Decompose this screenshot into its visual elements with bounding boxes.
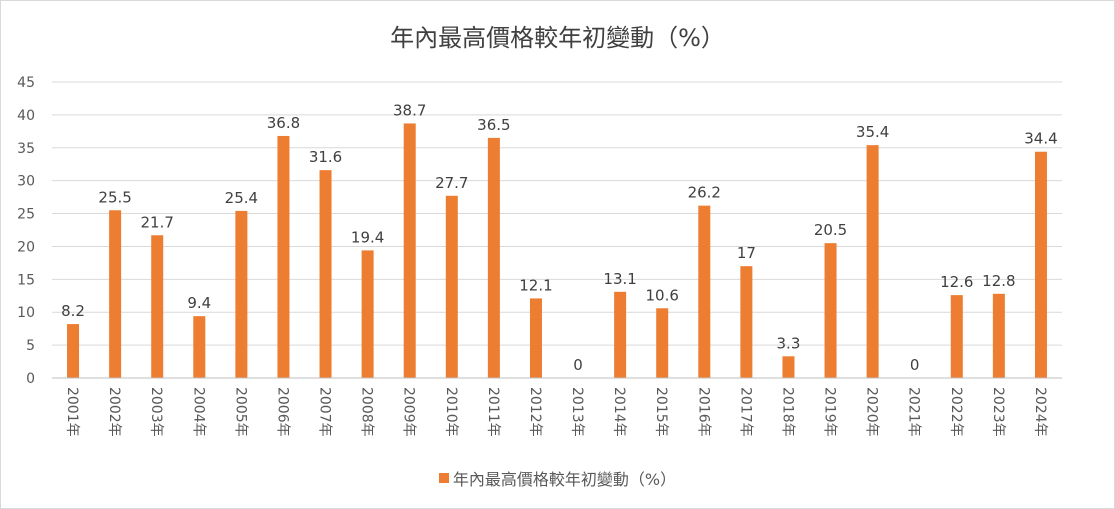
bar xyxy=(235,210,248,378)
bar xyxy=(992,293,1005,378)
data-label: 38.7 xyxy=(393,101,426,119)
x-tick-label: 2015年 xyxy=(653,387,669,437)
bar xyxy=(866,145,879,378)
data-label: 9.4 xyxy=(187,294,211,312)
y-tick-label: 35 xyxy=(17,141,35,157)
data-label: 12.6 xyxy=(940,273,973,291)
bar xyxy=(824,243,837,378)
x-tick-label: 2021年 xyxy=(906,387,922,437)
data-label: 17 xyxy=(737,244,756,262)
x-tick-label: 2020年 xyxy=(864,387,880,437)
y-tick-label: 0 xyxy=(26,371,35,387)
legend-label: 年內最高價格較年初變動（%） xyxy=(452,470,677,489)
data-label: 19.4 xyxy=(351,228,384,246)
bar xyxy=(950,295,963,378)
data-label: 36.8 xyxy=(267,114,300,132)
data-label: 8.2 xyxy=(61,302,85,320)
x-tick-label: 2005年 xyxy=(232,387,248,437)
x-tick-label: 2001年 xyxy=(64,387,80,437)
data-label: 35.4 xyxy=(856,123,889,141)
data-label: 12.8 xyxy=(982,272,1015,290)
x-tick-label: 2017年 xyxy=(737,387,753,437)
bar xyxy=(277,135,290,378)
data-label: 20.5 xyxy=(814,221,847,239)
y-tick-label: 30 xyxy=(17,174,35,190)
bar xyxy=(151,235,164,378)
x-tick-label: 2012年 xyxy=(527,387,543,437)
data-label: 10.6 xyxy=(646,286,679,304)
bar xyxy=(782,356,795,378)
legend-swatch xyxy=(438,473,449,483)
bar xyxy=(1034,151,1047,378)
bar xyxy=(109,210,122,378)
x-tick-label: 2003年 xyxy=(148,387,164,437)
y-tick-label: 20 xyxy=(17,239,35,255)
bar xyxy=(67,324,80,378)
data-label: 0 xyxy=(573,356,583,374)
y-tick-label: 25 xyxy=(17,207,35,223)
x-tick-label: 2018年 xyxy=(779,387,795,437)
data-label: 34.4 xyxy=(1024,130,1057,148)
x-tick-label: 2023年 xyxy=(990,387,1006,437)
x-tick-label: 2002年 xyxy=(106,387,122,437)
x-tick-label: 2016年 xyxy=(695,387,711,437)
bar xyxy=(445,195,458,378)
y-tick-label: 45 xyxy=(17,75,35,91)
y-tick-label: 40 xyxy=(17,108,35,124)
y-tick-label: 15 xyxy=(17,272,35,288)
x-tick-label: 2019年 xyxy=(822,387,838,437)
x-tick-label: 2014年 xyxy=(611,387,627,437)
data-label: 36.5 xyxy=(477,116,510,134)
data-label: 3.3 xyxy=(777,334,801,352)
data-label: 13.1 xyxy=(603,270,636,288)
x-tick-label: 2022年 xyxy=(948,387,964,437)
bar xyxy=(698,205,711,378)
bar xyxy=(740,266,753,378)
x-tick-label: 2006年 xyxy=(274,387,290,437)
x-tick-label: 2010年 xyxy=(443,387,459,437)
x-tick-label: 2024年 xyxy=(1032,387,1048,437)
data-label: 26.2 xyxy=(688,184,721,202)
legend: 年內最高價格較年初變動（%） xyxy=(0,466,1115,490)
bar xyxy=(614,291,627,378)
y-tick-label: 5 xyxy=(26,338,35,354)
bar xyxy=(193,316,206,378)
chart-title: 年內最高價格較年初變動（%） xyxy=(390,24,725,52)
x-tick-label: 2004年 xyxy=(190,387,206,437)
bar xyxy=(403,123,416,378)
x-tick-label: 2011年 xyxy=(485,387,501,437)
x-tick-label: 2009年 xyxy=(401,387,417,437)
data-label: 25.5 xyxy=(98,188,131,206)
x-tick-label: 2008年 xyxy=(359,387,375,437)
bar xyxy=(319,170,332,378)
x-tick-label: 2007年 xyxy=(317,387,333,437)
bar xyxy=(529,298,542,378)
bar xyxy=(656,308,669,378)
data-label: 27.7 xyxy=(435,174,468,192)
x-tick-label: 2013年 xyxy=(569,387,585,437)
data-label: 0 xyxy=(910,356,920,374)
bar xyxy=(361,250,374,378)
data-label: 21.7 xyxy=(141,213,174,231)
y-tick-label: 10 xyxy=(17,305,35,321)
data-label: 12.1 xyxy=(519,276,552,294)
data-label: 25.4 xyxy=(225,189,258,207)
bar xyxy=(487,137,500,378)
data-label: 31.6 xyxy=(309,148,342,166)
